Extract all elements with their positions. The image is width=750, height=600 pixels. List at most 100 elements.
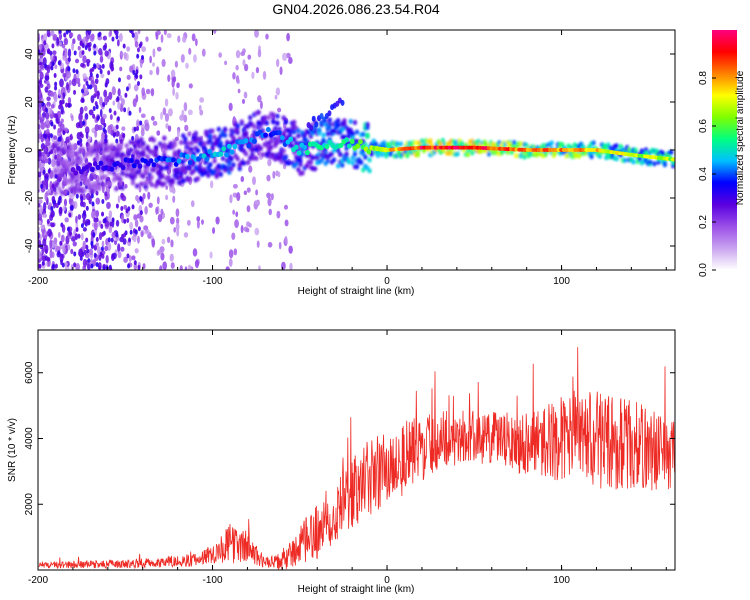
noise-blob xyxy=(149,69,153,76)
noise-blob xyxy=(50,65,54,71)
noise-blob xyxy=(57,231,61,238)
band-blob xyxy=(245,159,251,166)
noise-blob xyxy=(164,113,170,122)
band-blob xyxy=(134,155,140,161)
band-blob xyxy=(189,146,194,153)
noise-blob xyxy=(51,61,55,67)
noise-blob xyxy=(102,44,107,51)
noise-blob xyxy=(60,222,64,228)
ridge-blob xyxy=(338,142,344,149)
band-blob xyxy=(145,154,150,160)
ridge-blob xyxy=(314,121,319,128)
noise-blob xyxy=(128,237,132,243)
band-blob xyxy=(174,174,180,180)
band-blob xyxy=(176,180,182,186)
snr-panel: -200 -100 0 100 2000 4000 6000 Height of stra… xyxy=(7,329,676,595)
band-blob xyxy=(103,174,108,180)
noise-blob xyxy=(91,201,95,207)
noise-blob xyxy=(101,253,105,259)
noise-blob xyxy=(252,176,256,185)
noise-blob xyxy=(243,190,248,196)
noise-blob xyxy=(68,30,72,33)
noise-blob xyxy=(137,30,141,35)
x-tick-label: -100 xyxy=(203,575,223,586)
band-blob xyxy=(103,182,108,188)
band-blob xyxy=(352,119,358,126)
noise-blob xyxy=(240,176,245,183)
band-blob xyxy=(656,159,661,165)
noise-blob xyxy=(86,61,90,67)
noise-blob xyxy=(51,158,56,168)
noise-blob xyxy=(68,79,72,86)
band-blob xyxy=(335,122,341,128)
noise-blob xyxy=(81,97,85,103)
band-blob xyxy=(348,118,353,125)
noise-blob xyxy=(38,171,42,178)
noise-blob xyxy=(46,96,51,102)
band-blob xyxy=(141,140,146,147)
band-blob xyxy=(90,148,96,155)
noise-blob xyxy=(109,221,113,227)
noise-blob xyxy=(38,105,42,115)
band-blob xyxy=(344,151,349,157)
band-blob xyxy=(160,165,165,171)
noise-blob xyxy=(82,55,87,64)
noise-blob xyxy=(115,34,119,40)
band-blob xyxy=(197,136,203,142)
band-blob xyxy=(178,139,184,146)
noise-blob xyxy=(95,197,101,205)
band-blob xyxy=(291,119,297,125)
noise-blob xyxy=(196,220,200,229)
noise-blob xyxy=(80,232,84,241)
noise-blob xyxy=(123,256,128,263)
noise-blob xyxy=(175,208,180,218)
noise-blob xyxy=(82,227,87,232)
noise-blob xyxy=(282,163,287,170)
band-blob xyxy=(63,189,69,195)
noise-blob xyxy=(91,210,95,219)
band-blob xyxy=(440,137,446,144)
band-blob xyxy=(55,180,60,186)
band-blob xyxy=(61,147,67,154)
band-blob xyxy=(86,181,92,187)
y-tick-label: 40 xyxy=(24,48,35,60)
noise-blob xyxy=(44,63,48,69)
noise-blob xyxy=(257,49,262,58)
noise-blob xyxy=(79,200,84,207)
band-blob xyxy=(243,131,249,138)
noise-blob xyxy=(82,218,86,225)
noise-blob xyxy=(85,205,89,211)
noise-blob xyxy=(277,171,281,178)
noise-blob xyxy=(165,185,169,190)
noise-blob xyxy=(265,33,269,40)
noise-blob xyxy=(131,255,136,261)
band-blob xyxy=(208,137,213,143)
noise-blob xyxy=(104,245,109,252)
noise-blob xyxy=(79,40,83,46)
noise-blob xyxy=(87,84,91,90)
band-blob xyxy=(55,169,60,175)
band-blob xyxy=(120,185,125,191)
noise-blob xyxy=(136,126,140,132)
band-blob xyxy=(80,146,85,152)
band-blob xyxy=(499,150,504,156)
noise-blob xyxy=(165,194,169,201)
noise-blob xyxy=(136,80,140,86)
noise-blob xyxy=(246,187,251,193)
noise-blob xyxy=(254,227,260,236)
noise-blob xyxy=(38,79,42,85)
noise-blob xyxy=(188,83,193,89)
noise-blob xyxy=(124,183,128,189)
noise-blob xyxy=(95,62,100,69)
noise-blob xyxy=(162,107,167,116)
band-blob xyxy=(294,140,299,146)
noise-blob xyxy=(237,88,241,94)
noise-blob xyxy=(127,206,131,212)
noise-blob xyxy=(279,66,283,76)
noise-blob xyxy=(80,133,84,139)
noise-blob xyxy=(133,214,139,220)
band-blob xyxy=(252,124,257,130)
band-blob xyxy=(189,140,194,146)
noise-blob xyxy=(123,204,128,210)
noise-blob xyxy=(111,231,116,239)
